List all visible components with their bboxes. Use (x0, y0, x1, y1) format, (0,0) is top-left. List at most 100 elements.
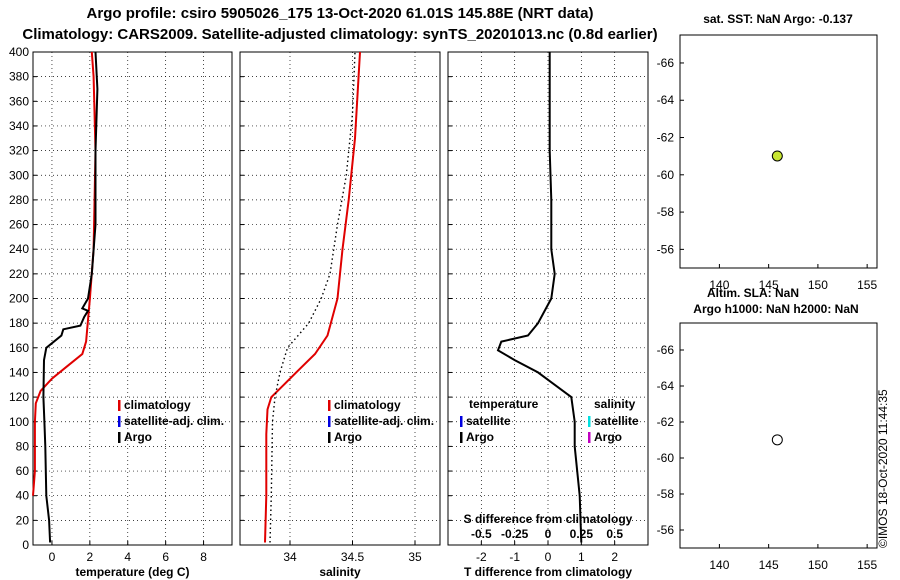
legend-t-satellite-label: satellite (466, 414, 511, 428)
x-tick-label: 6 (162, 550, 169, 564)
legend-argo-swatch (328, 432, 331, 443)
series-line-t-difference (496, 52, 583, 543)
y-tick-label: 180 (9, 316, 29, 330)
y-tick-label: -60 (657, 451, 675, 465)
s-diff-tick-label: 0.5 (606, 527, 623, 541)
y-tick-label: 80 (16, 439, 30, 453)
x-tick-label: 1 (578, 550, 585, 564)
legend-satellite-adj-label: satellite-adj. clim. (124, 414, 224, 428)
legend-climatology-swatch (328, 400, 331, 411)
legend-climatology-label: climatology (124, 398, 191, 412)
legend-argo-label: Argo (124, 430, 152, 444)
y-tick-label: -58 (657, 205, 675, 219)
legend-t-argo-swatch (460, 432, 463, 443)
x-tick-label: -1 (509, 550, 520, 564)
y-tick-label: 60 (16, 464, 30, 478)
legend-t-argo-label: Argo (466, 430, 494, 444)
x-tick-label: 34.5 (341, 550, 365, 564)
legend-argo-label: Argo (334, 430, 362, 444)
y-tick-label: -62 (657, 415, 675, 429)
legend-climatology-swatch (118, 400, 121, 411)
y-tick-label: -66 (657, 343, 675, 357)
legend-s-satellite-label: satellite (594, 414, 639, 428)
y-tick-label: 40 (16, 489, 30, 503)
legend-satellite-adj-swatch (328, 416, 331, 427)
x-tick-label: 150 (808, 278, 828, 292)
sst-map-panel: 140 145 150 155 -56 -58 -60 -62 -64 -66 sat. SST: … (657, 12, 878, 292)
plot-area (32, 51, 233, 546)
legend-t-satellite-swatch (460, 416, 463, 427)
x-tick-label: -2 (476, 550, 487, 564)
x-tick-label: 140 (709, 278, 729, 292)
s-diff-tick-label: -0.5 (471, 527, 492, 541)
x-tick-label: 150 (808, 558, 828, 572)
chart-title-line1: Argo profile: csiro 5905026_175 13-Oct-2… (86, 5, 594, 22)
sla-map-panel: 140 145 150 155 -56 -58 -60 -62 -64 -66 Altim. SLA… (657, 286, 878, 572)
legend-s-satellite-swatch (588, 416, 591, 427)
x-tick-label: 155 (857, 558, 877, 572)
y-tick-label: 20 (16, 513, 30, 527)
x-tick-label: 0 (49, 550, 56, 564)
x-tick-label: 0 (545, 550, 552, 564)
y-tick-label: 100 (9, 415, 29, 429)
y-tick-label: -60 (657, 168, 675, 182)
legend-argo-swatch (118, 432, 121, 443)
y-tick-label: 160 (9, 341, 29, 355)
s-diff-tick-label: -0.25 (501, 527, 529, 541)
legend-satellite-adj-label: satellite-adj. clim. (334, 414, 434, 428)
imos-timestamp: ©IMOS 18-Oct-2020 11:44:35 (876, 389, 890, 548)
x-tick-label: 2 (87, 550, 94, 564)
y-tick-label: 260 (9, 218, 29, 232)
s-diff-axis-label: S difference from climatology (464, 512, 633, 526)
legend-s-argo-label: Argo (594, 430, 622, 444)
series-line-climatology (264, 51, 361, 543)
s-diff-tick-label: 0.25 (570, 527, 594, 541)
legend-temperature-title: temperature (469, 397, 539, 411)
difference-panel: -2 -1 0 1 2T difference from climatology S di… (447, 51, 649, 579)
x-tick-label: 8 (200, 550, 207, 564)
x-axis-label: temperature (deg C) (75, 565, 189, 579)
x-tick-label: 155 (857, 278, 877, 292)
float-position-marker (771, 434, 783, 446)
y-tick-label: 360 (9, 94, 29, 108)
series-line-argo (42, 51, 99, 543)
legend-satellite-adj-swatch (118, 416, 121, 427)
x-axis-label: salinity (319, 565, 361, 579)
x-tick-label: 4 (124, 550, 131, 564)
y-tick-label: 0 (22, 538, 29, 552)
y-tick-label: -64 (657, 93, 675, 107)
y-tick-label: -58 (657, 487, 675, 501)
chart-title-line2: Climatology: CARS2009. Satellite-adjuste… (22, 26, 658, 43)
y-tick-label: -56 (657, 242, 675, 256)
y-tick-label: -66 (657, 56, 675, 70)
series-line-argo (269, 51, 356, 543)
sst-title: sat. SST: NaN Argo: -0.137 (703, 12, 853, 26)
x-axis-label: T difference from climatology (464, 565, 632, 579)
y-tick-label: 200 (9, 292, 29, 306)
x-tick-label: 145 (759, 558, 779, 572)
y-tick-label: 140 (9, 365, 29, 379)
y-tick-label: 120 (9, 390, 29, 404)
legend-climatology-label: climatology (334, 398, 401, 412)
x-tick-label: 145 (759, 278, 779, 292)
y-tick-label: 400 (9, 45, 29, 59)
y-tick-label: 240 (9, 242, 29, 256)
legend-salinity-title: salinity (594, 397, 636, 411)
y-tick-label: -64 (657, 379, 675, 393)
y-tick-label: 300 (9, 168, 29, 182)
float-position-marker (771, 150, 783, 162)
y-tick-label: 280 (9, 193, 29, 207)
y-tick-label: -62 (657, 131, 675, 145)
salinity-panel: 34 34.5 35 salinity climatology satellite-adj… (239, 51, 441, 579)
y-tick-label: 320 (9, 144, 29, 158)
y-tick-label: -56 (657, 523, 675, 537)
x-tick-label: 140 (709, 558, 729, 572)
y-tick-label: 340 (9, 119, 29, 133)
x-tick-label: 34 (283, 550, 297, 564)
legend-s-argo-swatch (588, 432, 591, 443)
x-tick-label: 2 (611, 550, 618, 564)
y-tick-label: 380 (9, 70, 29, 84)
y-tick-label: 220 (9, 267, 29, 281)
sla-title: Altim. SLA: NaN (707, 286, 799, 300)
